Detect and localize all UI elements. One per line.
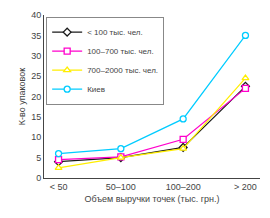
svg-text:25: 25 bbox=[31, 71, 41, 81]
svg-text:< 100 тыс. чел.: < 100 тыс. чел. bbox=[87, 28, 143, 37]
svg-text:Киев: Киев bbox=[87, 85, 105, 94]
svg-text:30: 30 bbox=[31, 51, 41, 61]
svg-text:20: 20 bbox=[31, 92, 41, 102]
svg-text:< 50: < 50 bbox=[50, 182, 68, 192]
svg-text:15: 15 bbox=[31, 112, 41, 122]
svg-text:40: 40 bbox=[31, 10, 41, 20]
svg-text:5: 5 bbox=[36, 153, 41, 163]
svg-text:0: 0 bbox=[36, 173, 41, 183]
svg-text:Объем выручки точек (тыс. грн.: Объем выручки точек (тыс. грн.) bbox=[85, 194, 220, 204]
svg-text:100–200: 100–200 bbox=[166, 182, 201, 192]
svg-text:50–100: 50–100 bbox=[106, 182, 136, 192]
svg-text:100–700 тыс. чел.: 100–700 тыс. чел. bbox=[87, 47, 153, 56]
svg-text:700–2000 тыс. чел.: 700–2000 тыс. чел. bbox=[87, 66, 158, 75]
svg-text:> 200: > 200 bbox=[234, 182, 257, 192]
svg-text:35: 35 bbox=[31, 31, 41, 41]
svg-text:К-во упаковок: К-во упаковок bbox=[17, 68, 27, 126]
svg-text:10: 10 bbox=[31, 132, 41, 142]
